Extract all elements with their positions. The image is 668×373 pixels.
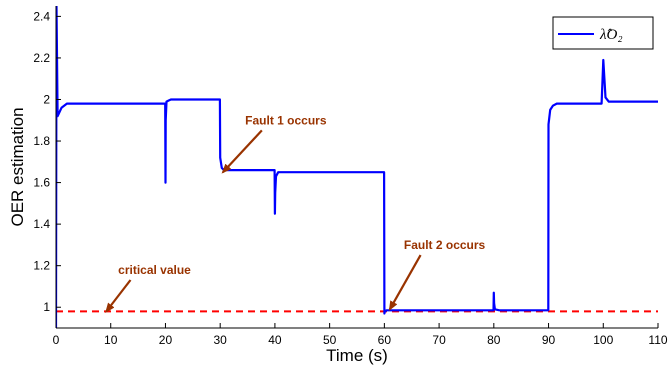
- annotation-arrow: [221, 129, 263, 174]
- x-tick-label: 10: [104, 333, 118, 347]
- x-tick-label: 80: [487, 333, 501, 347]
- x-tick-label: 50: [323, 333, 337, 347]
- y-tick-label: 1.4: [33, 217, 50, 231]
- y-tick-label: 2.4: [33, 9, 50, 23]
- y-tick-label: 1.6: [33, 176, 50, 190]
- legend-label: λ̂O₂: [599, 27, 623, 43]
- oer-estimate-line: [56, 6, 658, 328]
- annotation-label: critical value: [118, 263, 191, 277]
- annotation-layer: Fault 1 occurs Fault 2 occurs critical val…: [105, 113, 486, 313]
- x-axis-title: Time (s): [326, 346, 388, 365]
- annotation-arrow: [388, 254, 422, 312]
- x-tick-label: 70: [432, 333, 446, 347]
- data-layer: [56, 6, 658, 328]
- y-axis-title: OER estimation: [8, 107, 27, 226]
- x-tick-label: 90: [542, 333, 556, 347]
- y-tick-label: 1.2: [33, 259, 50, 273]
- x-tick-label: 60: [378, 333, 392, 347]
- x-tick-label: 100: [593, 333, 613, 347]
- y-tick-label: 2.2: [33, 51, 50, 65]
- x-tick-label: 110: [648, 333, 667, 347]
- legend: λ̂O₂: [552, 16, 654, 50]
- plot-background: [56, 6, 658, 328]
- y-tick-label: 1: [43, 300, 50, 314]
- annotation-label: Fault 2 occurs: [404, 238, 486, 252]
- axis-layer: 0 10 20 30 40 50 60 70 80 90 100 110 1 1.2 1.4 1.6 1.8 2 2…: [33, 6, 668, 347]
- x-tick-label: 0: [53, 333, 60, 347]
- x-tick-label: 30: [214, 333, 228, 347]
- annotation-arrow: [105, 279, 132, 313]
- y-tick-label: 2: [43, 92, 50, 106]
- annotation-label: Fault 1 occurs: [245, 113, 327, 127]
- series-group: [56, 6, 658, 328]
- y-tick-label: 1.8: [33, 134, 50, 148]
- x-tick-label: 40: [268, 333, 282, 347]
- x-tick-label: 20: [159, 333, 173, 347]
